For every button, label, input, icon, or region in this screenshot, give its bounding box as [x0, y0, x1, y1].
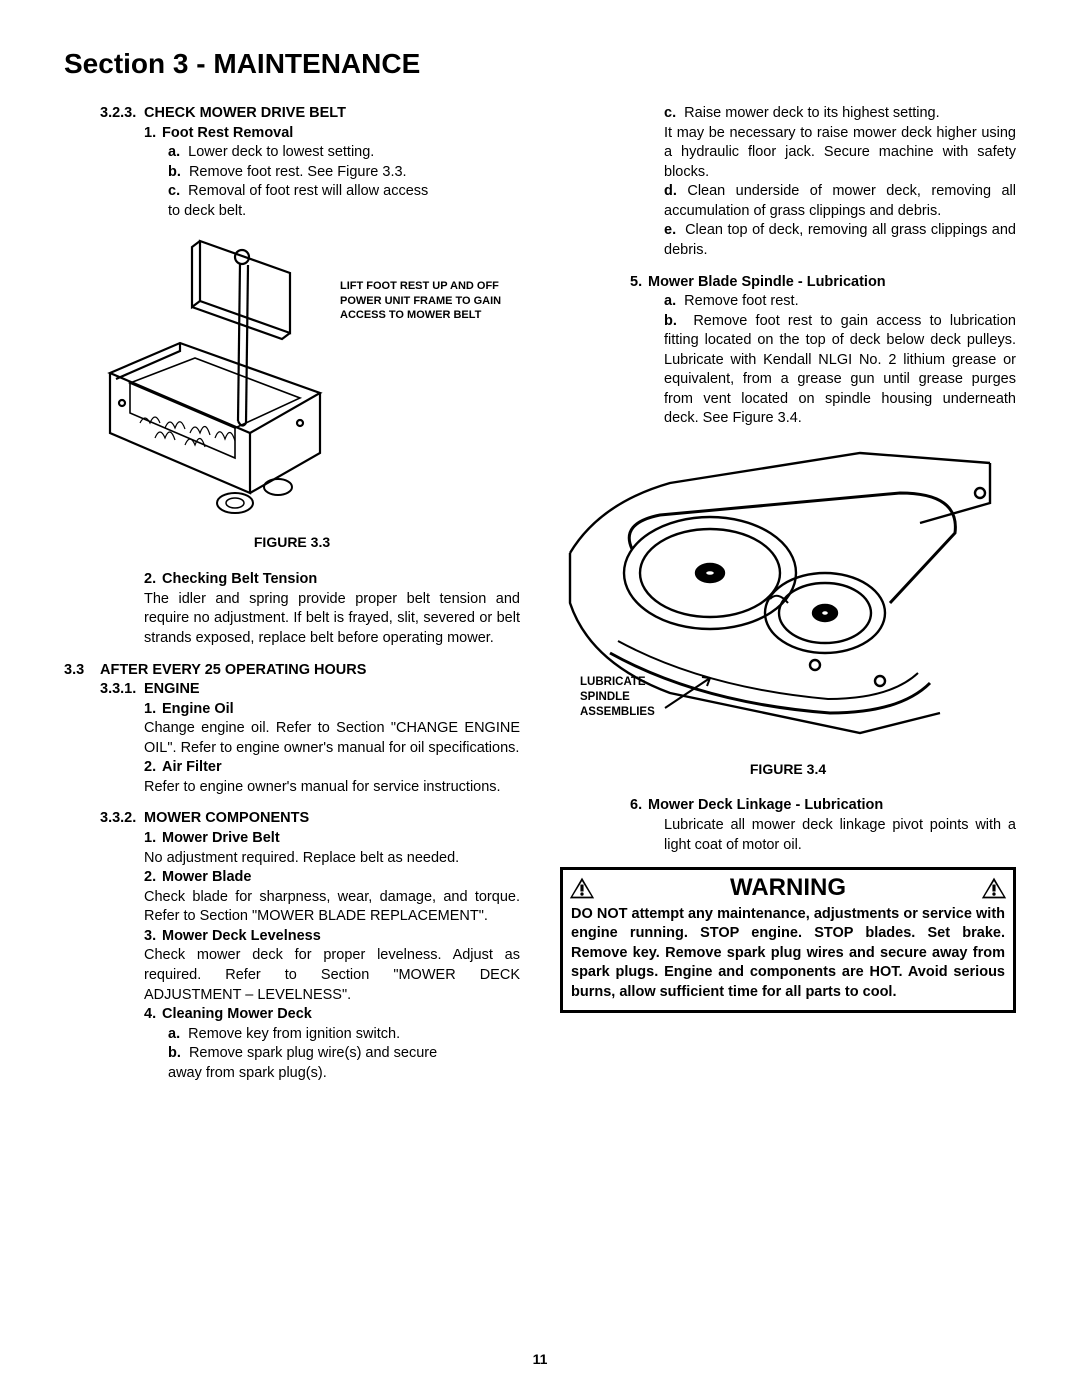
spindle-step-a: a. Remove foot rest.	[664, 292, 1016, 312]
fig34-caption: FIGURE 3.4	[560, 760, 1016, 779]
fig34-label: LUBRICATE SPINDLE ASSEMBLIES	[580, 675, 655, 720]
warning-icon-right	[981, 876, 1007, 900]
engine-oil: 1.Engine Oil	[144, 700, 520, 720]
fig33-label-2: POWER UNIT FRAME TO GAIN	[340, 294, 501, 308]
step-1b: b. Remove foot rest. See Figure 3.3.	[168, 163, 520, 183]
clean-step-a: a. Remove key from ignition switch.	[168, 1025, 520, 1045]
mower-blade: 2.Mower Blade	[144, 868, 520, 888]
item-1-foot-rest: 1.Foot Rest Removal	[144, 124, 520, 144]
mower-deck-levelness-body: Check mower deck for proper levelness. A…	[144, 946, 520, 1005]
clean-step-d: d. Clean underside of mower deck, removi…	[664, 182, 1016, 221]
heading-3-2-3: 3.2.3.CHECK MOWER DRIVE BELT	[100, 104, 520, 124]
clean-step-e: e. Clean top of deck, removing all grass…	[664, 221, 1016, 260]
clean-step-b2: away from spark plug(s).	[168, 1064, 520, 1084]
warning-body: DO NOT attempt any maintenance, adjustme…	[563, 905, 1013, 1011]
heading-3-3: 3.3AFTER EVERY 25 OPERATING HOURS	[64, 661, 520, 681]
mower-blade-body: Check blade for sharpness, wear, damage,…	[144, 888, 520, 927]
spindle-step-b: b. Remove foot rest to gain access to lu…	[664, 312, 1016, 429]
air-filter-body: Refer to engine owner's manual for servi…	[144, 778, 520, 798]
warning-icon-left	[569, 876, 595, 900]
cleaning-mower-deck: 4.Cleaning Mower Deck	[144, 1005, 520, 1025]
page: Section 3 - MAINTENANCE 3.2.3.CHECK MOWE…	[0, 0, 1080, 1397]
item-2-body: The idler and spring provide proper belt…	[144, 590, 520, 649]
linkage-body: Lubricate all mower deck linkage pivot p…	[664, 816, 1016, 855]
step-1a: a. Lower deck to lowest setting.	[168, 143, 520, 163]
warning-title: WARNING	[595, 872, 981, 904]
figure-3-4: LUBRICATE SPINDLE ASSEMBLIES	[560, 443, 1016, 750]
item-2-belt-tension: 2.Checking Belt Tension	[144, 570, 520, 590]
warning-box: WARNING DO NOT attempt any maintenance, …	[560, 867, 1016, 1013]
clean-step-c2: It may be necessary to raise mower deck …	[664, 124, 1016, 183]
right-column: c. Raise mower deck to its highest setti…	[560, 104, 1016, 1083]
linkage-lubrication: 6.Mower Deck Linkage - Lubrication	[630, 796, 1016, 816]
fig33-caption: FIGURE 3.3	[64, 533, 520, 552]
spindle-lubrication: 5.Mower Blade Spindle - Lubrication	[630, 273, 1016, 293]
mower-drive-belt: 1.Mower Drive Belt	[144, 829, 520, 849]
columns: 3.2.3.CHECK MOWER DRIVE BELT 1.Foot Rest…	[64, 104, 1016, 1083]
mower-deck-levelness: 3.Mower Deck Levelness	[144, 927, 520, 947]
heading-3-3-1: 3.3.1.ENGINE	[100, 680, 520, 700]
mower-drive-belt-body: No adjustment required. Replace belt as …	[144, 849, 520, 869]
page-number: 11	[0, 1351, 1080, 1367]
section-title: Section 3 - MAINTENANCE	[64, 48, 1016, 80]
left-column: 3.2.3.CHECK MOWER DRIVE BELT 1.Foot Rest…	[64, 104, 520, 1083]
clean-step-b: b. Remove spark plug wire(s) and secure	[168, 1044, 520, 1064]
warning-header: WARNING	[563, 870, 1013, 904]
figure-3-3-svg	[100, 233, 330, 523]
fig33-label-3: ACCESS TO MOWER BELT	[340, 308, 501, 322]
step-1c-cont: to deck belt.	[168, 202, 520, 222]
heading-3-3-2: 3.3.2.MOWER COMPONENTS	[100, 809, 520, 829]
clean-step-c: c. Raise mower deck to its highest setti…	[664, 104, 1016, 124]
air-filter: 2.Air Filter	[144, 758, 520, 778]
figure-3-3: LIFT FOOT REST UP AND OFF POWER UNIT FRA…	[100, 233, 520, 523]
step-1c: c. Removal of foot rest will allow acces…	[168, 182, 520, 202]
fig33-label-1: LIFT FOOT REST UP AND OFF	[340, 279, 501, 293]
engine-oil-body: Change engine oil. Refer to Section "CHA…	[144, 719, 520, 758]
